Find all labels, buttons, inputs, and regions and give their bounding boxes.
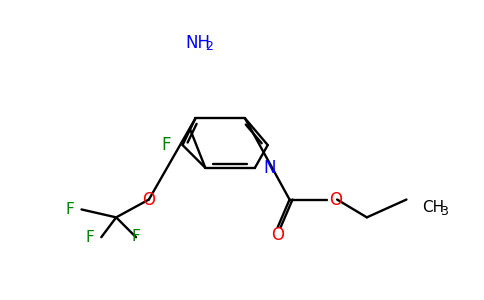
Text: CH: CH [422,200,444,215]
Text: O: O [329,190,342,208]
Text: F: F [161,136,170,154]
Text: NH: NH [185,34,210,52]
Text: 3: 3 [440,205,448,218]
Text: N: N [264,159,276,177]
Text: F: F [86,230,94,245]
Text: 2: 2 [205,40,213,53]
Text: O: O [271,226,284,244]
Text: F: F [66,202,75,217]
Text: F: F [132,229,140,244]
Text: O: O [142,190,155,208]
